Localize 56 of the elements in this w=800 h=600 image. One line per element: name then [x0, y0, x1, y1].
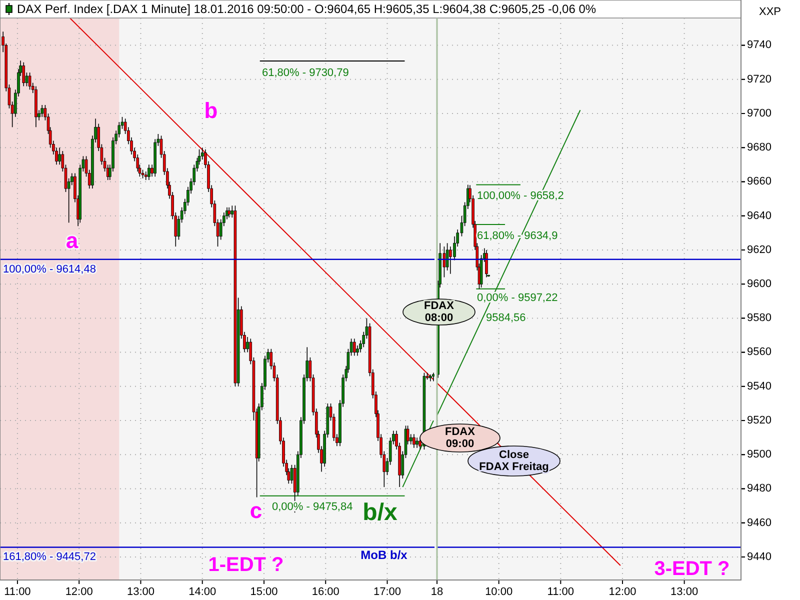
y-tick-label: 9560	[747, 346, 772, 358]
candlestick	[416, 437, 418, 448]
x-tick-label: 15:00	[250, 586, 278, 598]
annotation: 100,00% - 9614,48	[3, 263, 96, 276]
x-tick-label: 12:00	[65, 586, 93, 598]
annotation: FDAX 09:00	[445, 426, 476, 450]
text: XXP	[759, 6, 782, 18]
x-tick-label: 10:00	[485, 586, 513, 598]
x-tick-label: 13:00	[670, 586, 698, 598]
x-tick-label: 14:00	[188, 586, 216, 598]
candlestick	[28, 72, 32, 90]
y-tick-label: 9520	[747, 414, 772, 426]
y-tick-label: 9480	[747, 482, 772, 495]
candlestick	[412, 434, 416, 448]
x-tick-label: 13:00	[126, 586, 154, 598]
y-tick-label: 9600	[747, 278, 772, 290]
candlestick	[148, 164, 150, 180]
y-tick-label: 9700	[747, 107, 772, 120]
x-tick-label: 11:00	[4, 586, 31, 598]
annotation: b	[204, 98, 218, 123]
annotation: 61,80% - 9634,9	[477, 230, 558, 242]
y-tick-label: 9580	[747, 312, 772, 324]
annotation: c	[250, 498, 262, 523]
candlestick	[448, 246, 452, 274]
annotation: MoB b/x	[360, 548, 408, 562]
y-tick-label: 9500	[747, 448, 772, 461]
candlestick	[22, 62, 26, 87]
y-tick-label: 9440	[747, 550, 772, 563]
y-tick-label: 9620	[747, 244, 772, 256]
candlestick	[58, 147, 61, 166]
candlestick	[352, 338, 356, 356]
candlestick	[428, 374, 432, 382]
annotation: a	[66, 228, 79, 253]
annotation: b/x	[362, 499, 398, 526]
annotation: 3-EDT ?	[654, 558, 730, 580]
y-tick-label: 9720	[747, 73, 772, 86]
y-tick-label: 9540	[747, 380, 772, 392]
x-tick-label: 11:00	[547, 586, 574, 598]
x-tick-label: 16:00	[312, 586, 340, 598]
x-tick-label: 12:00	[608, 586, 636, 598]
candlestick	[40, 104, 44, 118]
candlestick	[228, 206, 230, 218]
annotation: Close FDAX Freitag	[479, 448, 549, 473]
x-tick-label: 18	[430, 586, 444, 598]
y-tick-label: 9680	[747, 142, 772, 154]
annotation: 1-EDT ?	[208, 554, 284, 576]
annotation: 61,80% - 9730,79	[262, 66, 349, 79]
y-tick-label: 9640	[747, 210, 772, 222]
chart-title: DAX Perf. Index [.DAX 1 Minute] 18.01.2016 09:50:00 - O:9604,65 H:9605,35 L:9604,38 C:9605,25 -0,06 0%	[17, 2, 596, 16]
annotation: 9584,56	[486, 312, 526, 324]
y-tick-label: 9660	[747, 176, 772, 188]
y-tick-label: 9460	[747, 516, 772, 529]
annotation: 161,80% - 9445,72	[3, 551, 96, 564]
annotation: FDAX 08:00	[424, 300, 455, 324]
x-tick-label: 17:00	[373, 586, 402, 598]
y-tick-label: 9740	[747, 39, 772, 52]
